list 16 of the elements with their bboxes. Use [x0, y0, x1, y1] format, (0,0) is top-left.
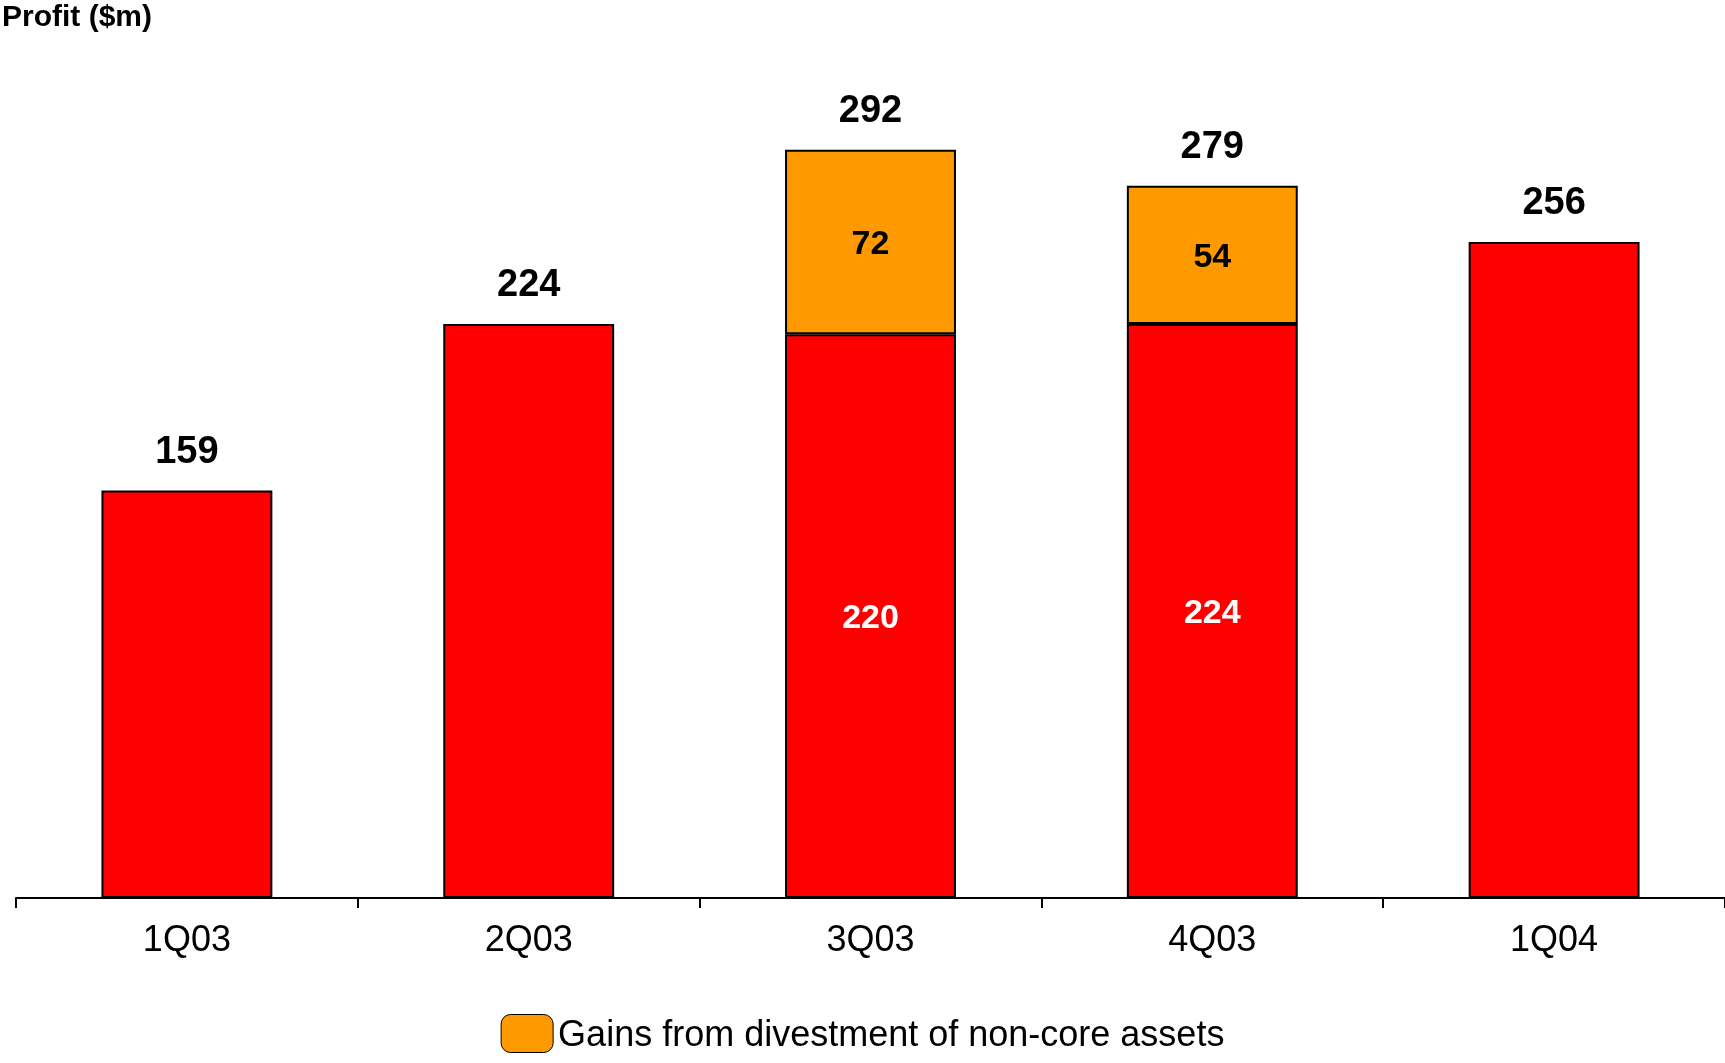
total-label: 224	[497, 262, 561, 305]
total-label: 256	[1522, 180, 1586, 223]
legend-label: Gains from divestment of non-core assets	[558, 1013, 1225, 1054]
x-tick-label: 2Q03	[484, 917, 573, 959]
x-tick-label: 4Q03	[1168, 917, 1257, 959]
data-label: 72	[851, 223, 890, 262]
data-label: 224	[1183, 592, 1241, 631]
x-tick-label: 1Q04	[1510, 917, 1599, 959]
total-label: 279	[1180, 123, 1244, 166]
y-axis-title: Profit ($m)	[2, 0, 152, 32]
data-label: 220	[842, 597, 899, 636]
x-tick-label: 1Q03	[142, 917, 231, 959]
total-label: 292	[838, 87, 903, 130]
data-label: 54	[1193, 235, 1232, 274]
total-label: 159	[155, 428, 219, 471]
x-tick-label: 3Q03	[826, 917, 915, 959]
